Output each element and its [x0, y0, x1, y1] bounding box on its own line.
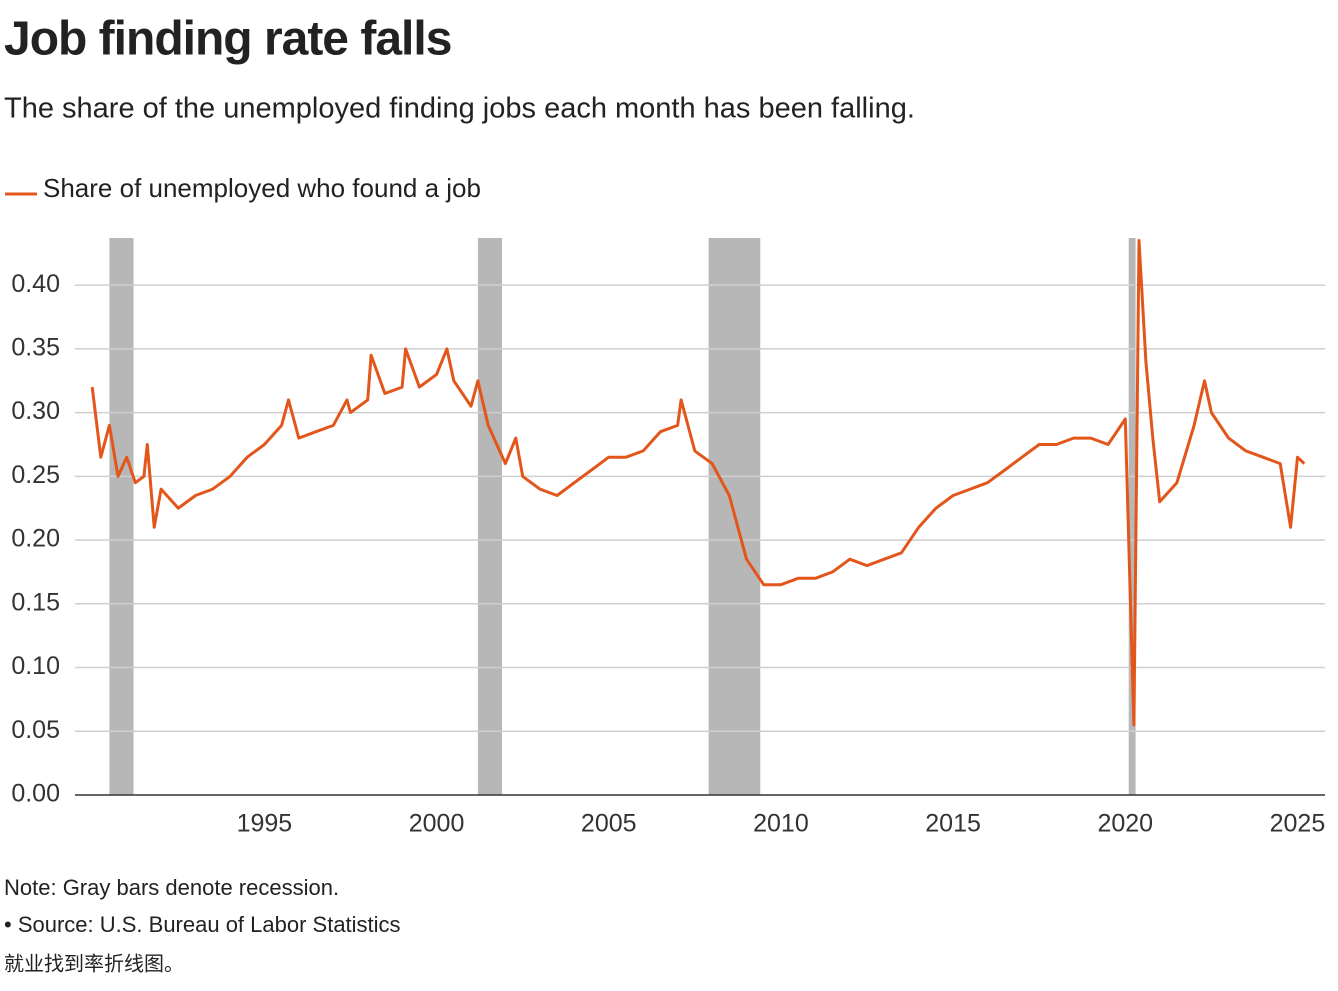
y-tick-label: 0.35	[11, 333, 60, 361]
legend-label: Share of unemployed who found a job	[43, 173, 481, 203]
caption: 就业找到率折线图。	[4, 952, 184, 975]
y-tick-label: 0.40	[11, 270, 60, 298]
x-tick-label: 2020	[1097, 810, 1153, 838]
chart-subtitle: The share of the unemployed finding jobs…	[4, 93, 915, 125]
source: • Source: U.S. Bureau of Labor Statistic…	[4, 912, 401, 937]
y-tick-label: 0.30	[11, 397, 60, 425]
recession-bar	[1128, 238, 1136, 795]
y-tick-label: 0.20	[11, 525, 60, 553]
x-tick-label: 2025	[1270, 810, 1326, 838]
y-tick-label: 0.05	[11, 716, 60, 744]
data-line	[90, 239, 1306, 727]
recession-bar	[477, 238, 502, 795]
x-tick-label: 2010	[753, 810, 809, 838]
y-tick-label: 0.15	[11, 588, 60, 616]
note: Note: Gray bars denote recession.	[4, 875, 339, 900]
y-tick-label: 0.00	[11, 780, 60, 808]
recession-bar	[109, 238, 134, 795]
y-tick-label: 0.10	[11, 652, 60, 680]
x-tick-label: 1995	[237, 810, 293, 838]
chart-title: Job finding rate falls	[4, 13, 451, 66]
x-tick-label: 2015	[925, 810, 981, 838]
x-tick-label: 2000	[409, 810, 465, 838]
x-tick-label: 2005	[581, 810, 637, 838]
y-tick-label: 0.25	[11, 461, 60, 489]
